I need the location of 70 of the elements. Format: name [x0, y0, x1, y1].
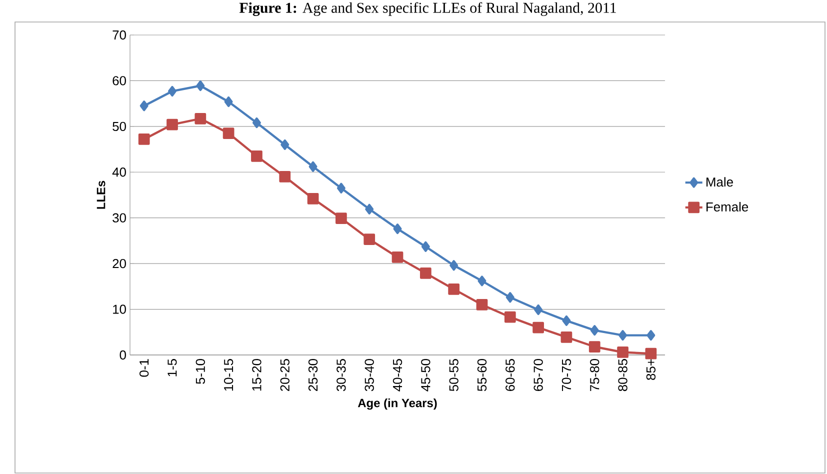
- y-tick-label: 50: [112, 122, 126, 131]
- point: [138, 134, 150, 145]
- x-tick-label: 70-75: [562, 359, 572, 391]
- x-tick-label: 80-85: [618, 359, 628, 392]
- point: [365, 204, 374, 214]
- point: [140, 100, 148, 112]
- point: [224, 96, 233, 108]
- point: [560, 331, 572, 343]
- x-tick-label: 20-25: [280, 359, 290, 391]
- point: [251, 150, 262, 162]
- point: [393, 224, 402, 234]
- y-tick-label: 0: [120, 350, 126, 360]
- x-tick-label: 45-50: [421, 359, 430, 392]
- x-tick-label: 1-5: [168, 359, 177, 376]
- y-tick-label: 10: [113, 304, 126, 314]
- x-axis-title: Age (in Years): [358, 398, 437, 410]
- x-tick-label: 60-65: [506, 359, 515, 391]
- point: [252, 117, 261, 128]
- x-tick-label: 15-20: [252, 359, 262, 391]
- point: [336, 212, 347, 224]
- point: [450, 260, 458, 271]
- point: [590, 325, 599, 336]
- y-axis-title: LLEs: [96, 180, 106, 209]
- point: [476, 299, 488, 310]
- point: [448, 283, 460, 295]
- point: [420, 267, 432, 279]
- legend-label: Male: [706, 177, 733, 187]
- point: [279, 171, 291, 182]
- point: [534, 304, 543, 316]
- point: [336, 182, 346, 194]
- point: [364, 234, 376, 246]
- chart-title: Figure 1: Age and Sex specific LLEs of Rural Nagaland, 2011: [239, 2, 616, 16]
- point: [392, 251, 404, 263]
- point: [506, 292, 514, 303]
- x-tick-label: 85+: [646, 359, 656, 380]
- point: [222, 128, 234, 139]
- x-tick-label: 30-35: [336, 359, 346, 392]
- y-tick-label: 60: [112, 76, 126, 86]
- x-tick-label: 40-45: [392, 359, 402, 392]
- point: [646, 330, 656, 341]
- point: [588, 341, 600, 352]
- point: [617, 346, 628, 358]
- y-tick-label: 30: [112, 213, 126, 222]
- point: [618, 330, 628, 341]
- point: [307, 192, 319, 204]
- point: [504, 311, 516, 323]
- x-tick-label: 35-40: [364, 359, 374, 392]
- point: [196, 80, 205, 92]
- x-tick-label: 65-70: [534, 359, 543, 391]
- x-tick-label: 5-10: [196, 359, 205, 384]
- point: [478, 276, 486, 286]
- point: [280, 139, 290, 150]
- x-tick-label: 50-55: [449, 359, 458, 392]
- point: [308, 161, 318, 172]
- point: [562, 315, 571, 326]
- legend-label: Female: [706, 202, 748, 212]
- point: [194, 112, 206, 124]
- point: [421, 241, 430, 252]
- point: [166, 118, 178, 130]
- y-tick-label: 40: [112, 168, 126, 177]
- x-tick-label: 10-15: [224, 359, 234, 391]
- x-tick-label: 75-80: [590, 359, 600, 391]
- point: [645, 348, 657, 360]
- x-tick-label: 0-1: [140, 359, 149, 377]
- y-tick-label: 20: [112, 258, 126, 268]
- point: [168, 86, 176, 97]
- x-tick-label: 25-30: [308, 359, 318, 391]
- y-tick-label: 70: [112, 30, 126, 40]
- point: [532, 322, 544, 334]
- x-tick-label: 55-60: [477, 359, 487, 392]
